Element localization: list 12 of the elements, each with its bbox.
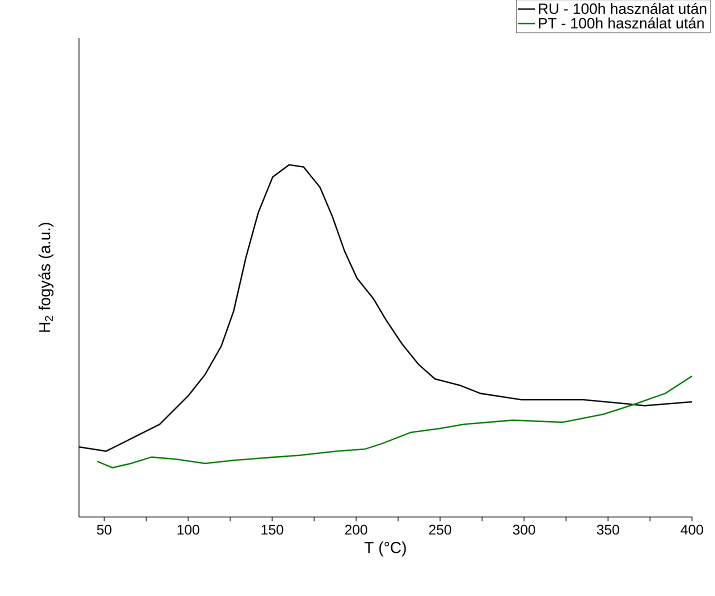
x-tick-label: 100 (178, 524, 200, 535)
x-tick-label: 300 (512, 524, 536, 535)
x-tick-label: 50 (96, 524, 112, 535)
x-tick-label: 350 (596, 524, 620, 535)
x-tick-label: 250 (429, 524, 452, 535)
y-axis-title: H$_{2}$ fogyás (a.u.) (38, 222, 54, 332)
x-tick-label: 400 (680, 524, 704, 535)
legend-label: PT - 100h használat után (538, 17, 704, 28)
x-tick-label: 200 (345, 524, 368, 535)
legend-label: RU - 100h használat után (538, 2, 706, 14)
x-axis-title: T (°C) (364, 541, 406, 556)
x-tick-label: 150 (262, 524, 284, 535)
